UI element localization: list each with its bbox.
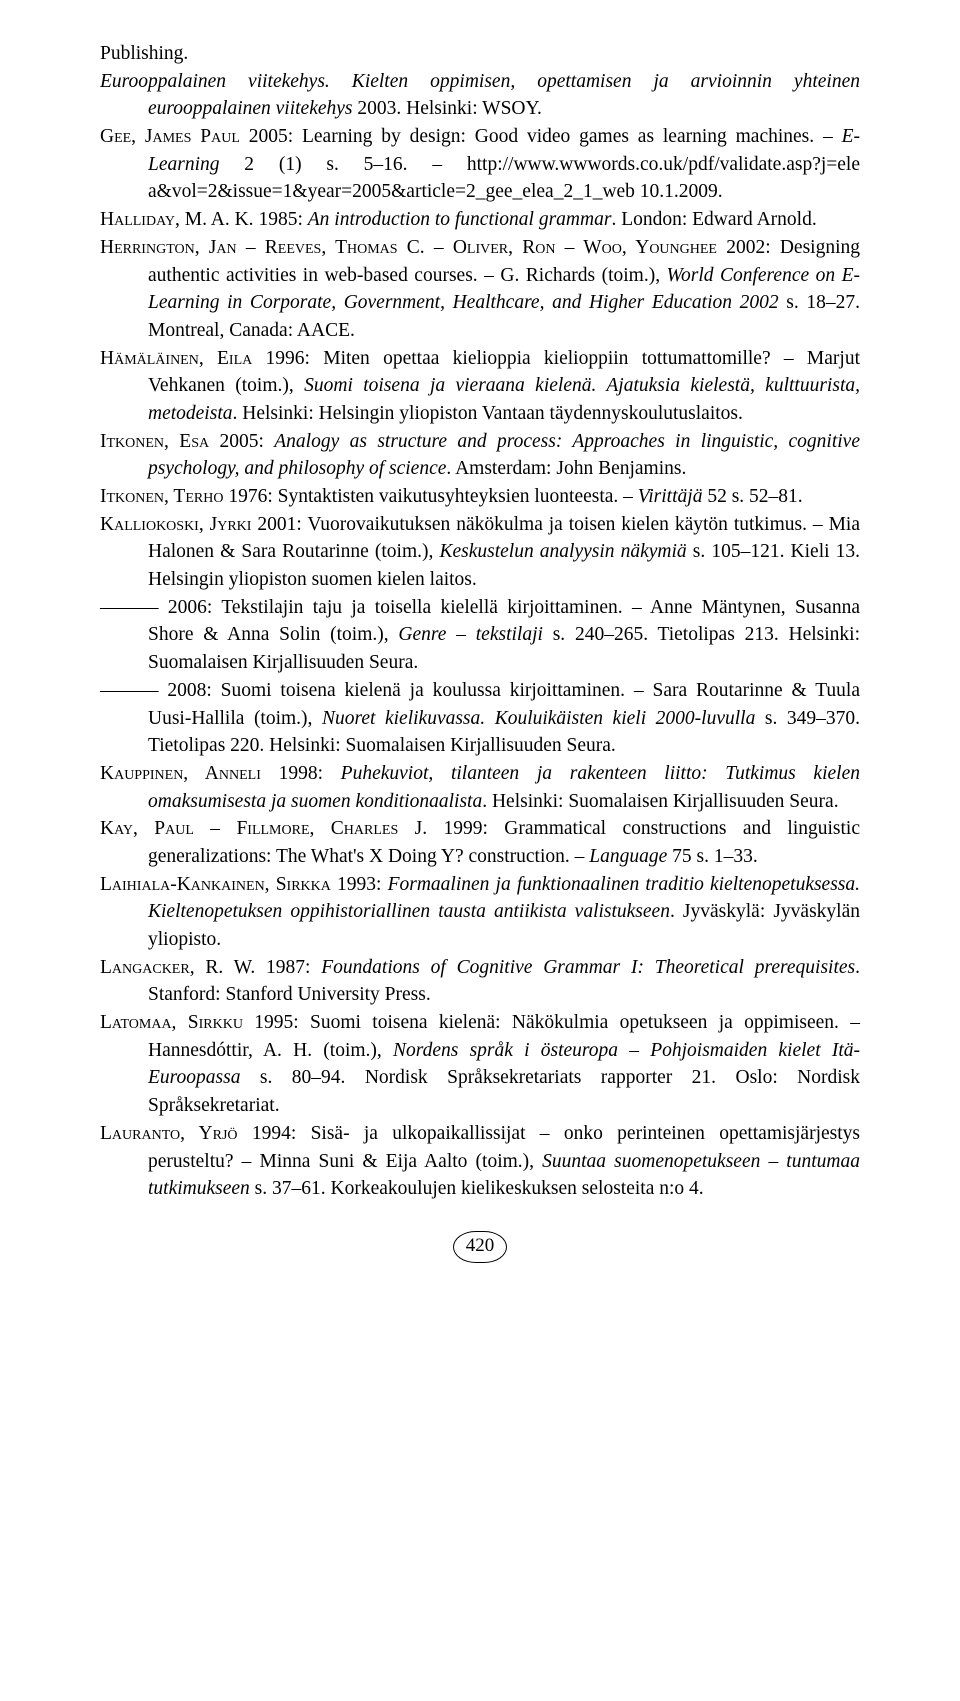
ref-text: 2005: Learning by design: Good video gam… [240, 126, 842, 147]
ref-entry: Eurooppalainen viitekehys. Kielten oppim… [100, 68, 860, 123]
ref-text: 1993: [331, 874, 388, 895]
ref-text: 1985: [254, 209, 308, 230]
ref-author: Halliday, M. A. K. [100, 209, 254, 230]
ref-entry: Gee, James Paul 2005: Learning by design… [100, 123, 860, 206]
ref-author: Lauranto, Yrjö [100, 1123, 238, 1144]
ref-entry: Hämäläinen, Eila 1996: Miten opettaa kie… [100, 345, 860, 428]
bibliography-page: Publishing. Eurooppalainen viitekehys. K… [0, 0, 960, 1303]
ref-title-italic: Genre – tekstilaji [398, 624, 542, 645]
ref-author: Kalliokoski, Jyrki [100, 514, 251, 535]
ref-entry: Langacker, R. W. 1987: Foundations of Co… [100, 954, 860, 1009]
ref-author: Hämäläinen, Eila [100, 348, 252, 369]
ref-author: Itkonen, Terho [100, 486, 223, 507]
ref-text: . Amsterdam: John Benjamins. [446, 458, 686, 479]
ref-author: Kay, Paul – Fillmore, Charles J. [100, 818, 427, 839]
ref-title-italic: Nuoret kielikuvassa. Kouluikäisten kieli… [322, 708, 755, 729]
ref-text: Publishing. [100, 43, 188, 64]
ref-text: . London: Edward Arnold. [611, 209, 816, 230]
ref-text: . Helsinki: Suomalaisen Kirjallisuuden S… [482, 791, 838, 812]
ref-entry: Itkonen, Esa 2005: Analogy as structure … [100, 428, 860, 483]
ref-author: Itkonen, Esa [100, 431, 209, 452]
ref-title-italic: Virittäjä [638, 486, 703, 507]
ref-author: Langacker, R. W. [100, 957, 255, 978]
ref-entry: Herrington, Jan – Reeves, Thomas C. – Ol… [100, 234, 860, 345]
ref-title-italic: Keskustelun analyysin näkymiä [439, 541, 686, 562]
ref-author: Latomaa, Sirkku [100, 1012, 243, 1033]
ref-author: Laihiala-Kankainen, Sirkka [100, 874, 331, 895]
ref-entry: Publishing. [100, 40, 860, 68]
ref-entry: Lauranto, Yrjö 1994: Sisä- ja ulkopaikal… [100, 1120, 860, 1203]
ref-title-italic: Foundations of Cognitive Grammar I: Theo… [321, 957, 855, 978]
ref-author: Herrington, Jan – Reeves, Thomas C. – Ol… [100, 237, 717, 258]
ref-entry: Itkonen, Terho 1976: Syntaktisten vaikut… [100, 483, 860, 511]
ref-entry: ——— 2008: Suomi toisena kielenä ja koulu… [100, 677, 860, 760]
ref-text: 75 s. 1–33. [667, 846, 757, 867]
ref-title-italic: An introduction to functional grammar [308, 209, 612, 230]
ref-entry: Laihiala-Kankainen, Sirkka 1993: Formaal… [100, 871, 860, 954]
ref-text: 1998: [261, 763, 341, 784]
ref-entry: Kay, Paul – Fillmore, Charles J. 1999: G… [100, 815, 860, 870]
ref-text: 1976: Syntaktisten vaikutusyhteyksien lu… [223, 486, 637, 507]
ref-text: 1987: [255, 957, 321, 978]
ref-entry: Kalliokoski, Jyrki 2001: Vuorovaikutukse… [100, 511, 860, 594]
ref-entry: Latomaa, Sirkku 1995: Suomi toisena kiel… [100, 1009, 860, 1120]
ref-text: 2005: [209, 431, 274, 452]
ref-text: 2003. Helsinki: WSOY. [353, 98, 542, 119]
ref-text: . Helsinki: Helsingin yliopiston Vantaan… [232, 403, 742, 424]
ref-author: Kauppinen, Anneli [100, 763, 261, 784]
ref-entry: Halliday, M. A. K. 1985: An introduction… [100, 206, 860, 234]
ref-text: s. 37–61. Korkeakoulujen kielikeskuksen … [250, 1178, 704, 1199]
ref-text: 52 s. 52–81. [702, 486, 802, 507]
ref-title-italic: Language [589, 846, 667, 867]
page-number-value: 420 [453, 1231, 508, 1263]
ref-entry: Kauppinen, Anneli 1998: Puhekuviot, tila… [100, 760, 860, 815]
ref-author: Gee, James Paul [100, 126, 240, 147]
ref-entry: ——— 2006: Tekstilajin taju ja toisella k… [100, 594, 860, 677]
ref-text: s. 80–94. Nordisk Språksekretariats rapp… [148, 1067, 860, 1116]
ref-text: 2 (1) s. 5–16. – http://www.wwwords.co.u… [148, 154, 860, 203]
page-number: 420 [100, 1231, 860, 1263]
